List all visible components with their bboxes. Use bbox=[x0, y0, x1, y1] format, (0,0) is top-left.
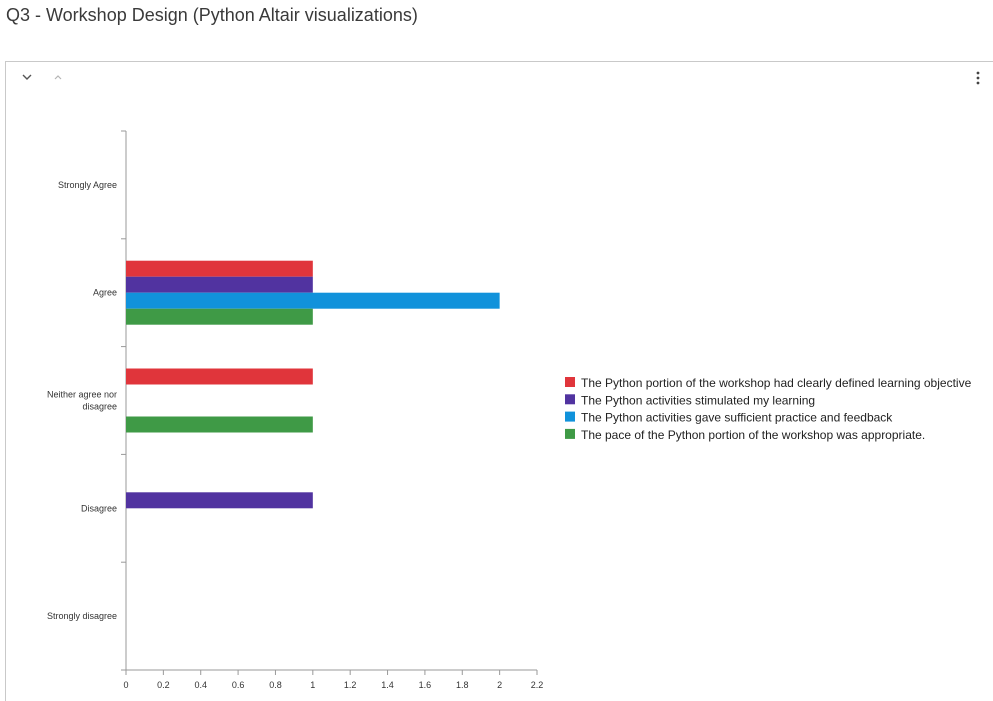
legend-swatch bbox=[565, 377, 575, 387]
x-tick-label: 1.8 bbox=[456, 680, 469, 690]
x-tick-label: 0.4 bbox=[194, 680, 207, 690]
y-tick-label: Strongly Agree bbox=[58, 180, 117, 190]
bar bbox=[126, 416, 313, 433]
chart-card bbox=[5, 61, 993, 701]
bar bbox=[126, 260, 313, 277]
x-tick-label: 0.6 bbox=[232, 680, 245, 690]
x-tick-label: 0.8 bbox=[269, 680, 282, 690]
legend-swatch bbox=[565, 428, 575, 439]
y-tick-label: Neither agree nor disagree bbox=[47, 390, 117, 412]
page-title: Q3 - Workshop Design (Python Altair visu… bbox=[6, 5, 418, 25]
y-tick-label: Agree bbox=[93, 288, 117, 298]
x-tick-label: 1.2 bbox=[344, 680, 357, 690]
x-tick-label: 0 bbox=[123, 680, 128, 690]
legend-label: The pace of the Python portion of the wo… bbox=[581, 428, 925, 442]
legend-label: The Python activities gave sufficient pr… bbox=[581, 411, 893, 425]
x-tick-label: 1.6 bbox=[419, 680, 432, 690]
x-tick-label: 1 bbox=[310, 680, 315, 690]
bar bbox=[126, 292, 500, 309]
x-tick-label: 2.2 bbox=[531, 680, 544, 690]
bar bbox=[126, 276, 313, 293]
legend-swatch bbox=[565, 394, 575, 405]
y-tick-label: Disagree bbox=[81, 503, 117, 513]
x-tick-label: 1.4 bbox=[381, 680, 394, 690]
legend-swatch bbox=[565, 411, 575, 422]
chevron-up-icon[interactable] bbox=[51, 70, 65, 84]
x-tick-label: 2 bbox=[497, 680, 502, 690]
bar bbox=[126, 308, 313, 325]
legend-label: The Python portion of the workshop had c… bbox=[581, 376, 972, 390]
legend-label: The Python activities stimulated my lear… bbox=[581, 393, 815, 407]
x-tick-label: 0.2 bbox=[157, 680, 170, 690]
more-vertical-icon[interactable] bbox=[969, 69, 983, 87]
bar bbox=[126, 492, 313, 509]
chevron-down-icon[interactable] bbox=[20, 70, 34, 84]
y-tick-label: Strongly disagree bbox=[47, 611, 117, 621]
bar bbox=[126, 368, 313, 385]
